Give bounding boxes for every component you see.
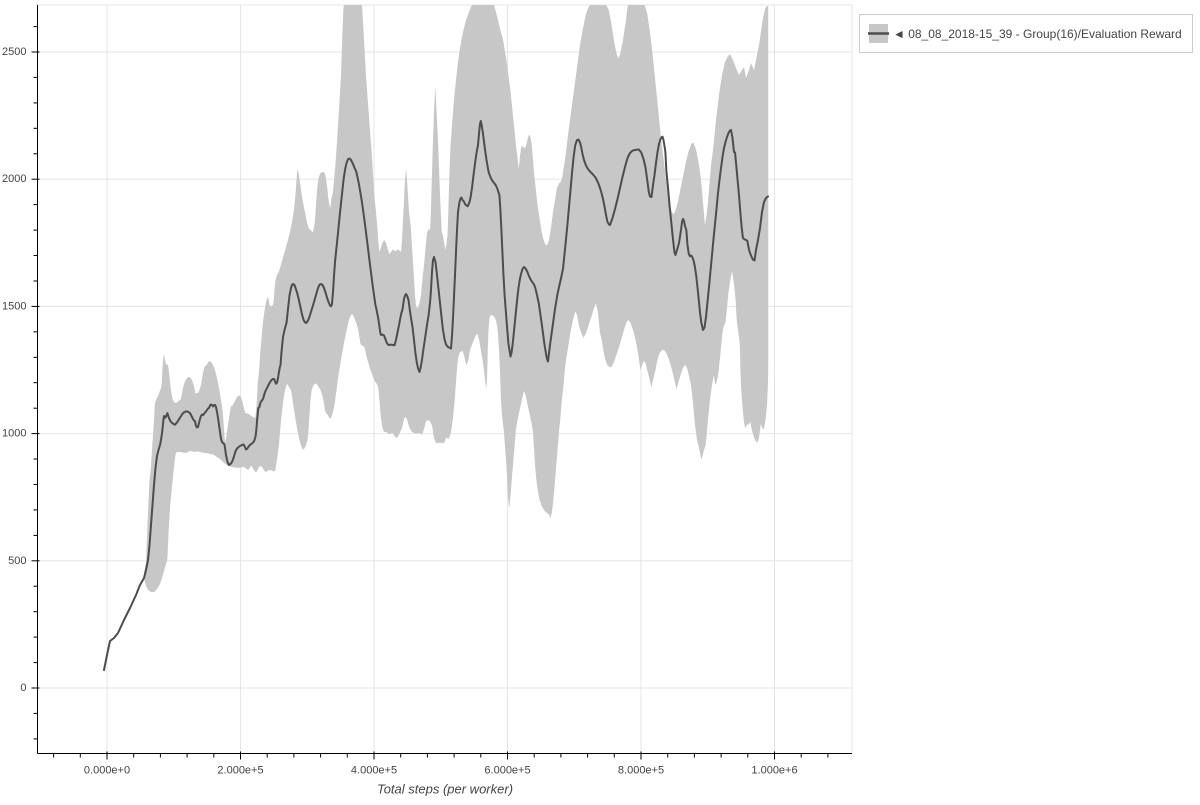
svg-text:0: 0 xyxy=(20,682,26,694)
svg-text:2500: 2500 xyxy=(2,46,26,58)
svg-text:Total steps (per worker): Total steps (per worker) xyxy=(377,782,513,797)
svg-text:1000: 1000 xyxy=(2,428,26,440)
svg-text:1500: 1500 xyxy=(2,300,26,312)
svg-text:500: 500 xyxy=(8,555,26,567)
svg-text:0.000e+0: 0.000e+0 xyxy=(84,765,130,777)
svg-text:◄ 08_08_2018-15_39 - Group(16): ◄ 08_08_2018-15_39 - Group(16)/Evaluatio… xyxy=(893,27,1182,41)
svg-text:2000: 2000 xyxy=(2,173,26,185)
svg-text:8.000e+5: 8.000e+5 xyxy=(618,765,664,777)
svg-text:6.000e+5: 6.000e+5 xyxy=(484,765,530,777)
svg-text:2.000e+5: 2.000e+5 xyxy=(217,765,263,777)
svg-text:4.000e+5: 4.000e+5 xyxy=(351,765,397,777)
svg-text:1.000e+6: 1.000e+6 xyxy=(751,765,797,777)
